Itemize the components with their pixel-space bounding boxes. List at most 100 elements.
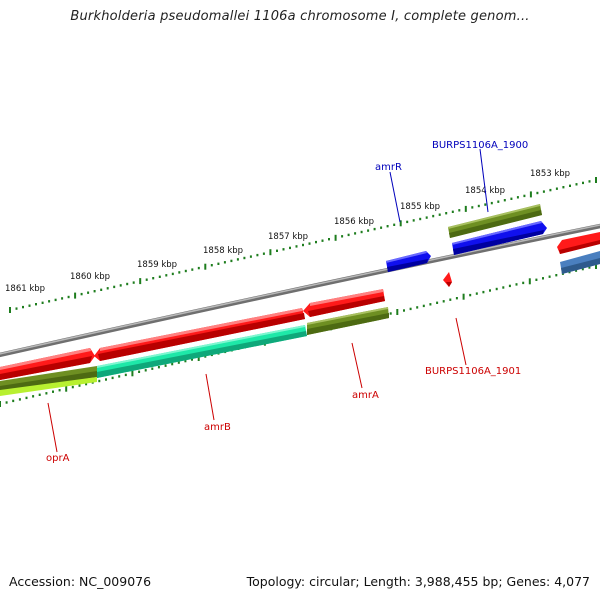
bottom-scale-minor-tick bbox=[442, 300, 445, 303]
top-scale-minor-tick bbox=[262, 252, 265, 255]
callout-amrB bbox=[205, 373, 215, 421]
top-scale-major-tick bbox=[139, 278, 142, 285]
gene-oprA[interactable] bbox=[0, 348, 95, 380]
gene-label-amrB[interactable]: amrB bbox=[204, 422, 231, 433]
top-scale-minor-tick bbox=[41, 301, 44, 304]
gene-amrR[interactable] bbox=[386, 251, 431, 272]
bottom-scale-minor-tick bbox=[575, 269, 578, 272]
top-scale-minor-tick bbox=[477, 204, 480, 208]
top-scale-major-tick bbox=[595, 177, 597, 183]
backbone-arc-highlight bbox=[0, 224, 600, 355]
top-scale-minor-tick bbox=[445, 212, 448, 215]
top-scale-major-tick bbox=[74, 292, 77, 299]
bottom-scale-minor-tick bbox=[469, 293, 472, 297]
top-scale-minor-tick bbox=[106, 287, 109, 290]
bottom-scale-minor-tick bbox=[71, 385, 74, 389]
gene-label-burps1901[interactable]: BURPS1106A_1901 bbox=[425, 366, 521, 377]
gene-BURPS1106A_1900[interactable] bbox=[452, 221, 547, 255]
top-scale-minor-tick bbox=[276, 249, 278, 252]
top-scale-minor-tick bbox=[367, 229, 370, 232]
scale-label-1856: 1856 kbp bbox=[334, 217, 374, 227]
page-title: Burkholderia pseudomallei 1106a chromoso… bbox=[70, 9, 530, 24]
bottom-scale-minor-tick bbox=[522, 281, 525, 285]
top-scale-minor-tick bbox=[555, 187, 558, 190]
gene-amrB-band[interactable] bbox=[97, 325, 307, 378]
bottom-scale-minor-tick bbox=[124, 373, 127, 377]
gene-label-amrR[interactable]: amrR bbox=[375, 162, 402, 173]
gene-amrB[interactable] bbox=[94, 308, 305, 361]
bottom-scale-minor-tick bbox=[535, 278, 538, 281]
bottom-scale-minor-tick bbox=[489, 289, 491, 292]
top-scale-minor-tick bbox=[484, 203, 487, 206]
bottom-scale-minor-tick bbox=[581, 267, 584, 271]
top-scale-minor-tick bbox=[438, 213, 441, 216]
top-scale-minor-tick bbox=[165, 274, 168, 277]
top-scale-minor-tick bbox=[243, 256, 246, 260]
bottom-scale-minor-tick bbox=[542, 277, 544, 280]
bottom-scale-minor-tick bbox=[171, 362, 174, 366]
gene-amrA[interactable] bbox=[303, 289, 385, 317]
top-scale-minor-tick bbox=[490, 201, 493, 205]
top-scale-minor-tick bbox=[471, 206, 474, 209]
bottom-scale-major-tick bbox=[197, 355, 200, 361]
bottom-scale-minor-tick bbox=[495, 287, 498, 291]
gene-right-red[interactable] bbox=[557, 232, 600, 254]
bottom-scale-minor-tick bbox=[475, 292, 478, 295]
bottom-scale-minor-tick bbox=[204, 355, 207, 358]
gene-right-steel[interactable] bbox=[560, 251, 600, 274]
bottom-scale-minor-tick bbox=[416, 306, 419, 309]
bottom-scale-minor-tick bbox=[588, 266, 591, 269]
top-scale-minor-tick bbox=[67, 295, 70, 299]
scale-label-1861: 1861 kbp bbox=[5, 284, 45, 294]
bottom-scale-minor-tick bbox=[144, 369, 147, 372]
top-scale-minor-tick bbox=[516, 196, 519, 199]
bottom-scale-major-tick bbox=[131, 370, 134, 377]
bottom-scale-minor-tick bbox=[422, 304, 425, 308]
scale-label-1860: 1860 kbp bbox=[70, 272, 110, 282]
top-scale-major-tick bbox=[529, 191, 532, 198]
top-scale-minor-tick bbox=[145, 278, 148, 281]
bottom-scale-minor-tick bbox=[389, 312, 392, 315]
bottom-scale-minor-tick bbox=[25, 396, 28, 400]
gene-label-amrA[interactable]: amrA bbox=[352, 390, 379, 401]
bottom-scale-minor-tick bbox=[515, 283, 518, 286]
top-scale-minor-tick bbox=[230, 259, 233, 263]
gene-label-burps1900[interactable]: BURPS1106A_1900 bbox=[432, 140, 528, 151]
top-scale-minor-tick bbox=[328, 238, 330, 241]
top-scale-minor-tick bbox=[308, 242, 311, 245]
gene-amrA-band[interactable] bbox=[307, 307, 389, 335]
top-scale-minor-tick bbox=[35, 303, 37, 306]
top-scale-minor-tick bbox=[48, 300, 51, 303]
top-scale-minor-tick bbox=[126, 282, 129, 286]
top-scale-minor-tick bbox=[80, 292, 83, 296]
top-scale-minor-tick bbox=[412, 219, 415, 222]
top-scale-major-tick bbox=[204, 263, 207, 270]
bottom-scale-minor-tick bbox=[105, 378, 107, 381]
top-scale-minor-tick bbox=[523, 194, 526, 198]
scale-label-1859: 1859 kbp bbox=[137, 260, 177, 270]
bottom-scale-major-tick bbox=[0, 401, 1, 407]
top-scale-minor-tick bbox=[386, 225, 389, 228]
top-scale-minor-tick bbox=[503, 199, 506, 202]
bottom-scale-minor-tick bbox=[436, 301, 439, 304]
top-scale-major-tick bbox=[464, 205, 467, 212]
gene-oprA-band-2[interactable] bbox=[0, 377, 97, 396]
bottom-scale-minor-tick bbox=[118, 375, 121, 378]
bottom-scale-minor-tick bbox=[58, 389, 61, 392]
scale-label-1853: 1853 kbp bbox=[530, 169, 570, 179]
gene-BURPS1106A_1901[interactable] bbox=[443, 272, 452, 287]
top-scale-major-tick bbox=[399, 220, 402, 227]
bottom-scale-minor-tick bbox=[138, 370, 141, 373]
genome-summary-text: Topology: circular; Length: 3,988,455 bp… bbox=[246, 574, 590, 589]
gene-label-oprA[interactable]: oprA bbox=[46, 453, 70, 464]
gene-BURPS1106A_1900-band[interactable] bbox=[448, 204, 542, 238]
top-scale-minor-tick bbox=[425, 216, 428, 219]
top-scale-minor-tick bbox=[536, 191, 539, 195]
top-scale-minor-tick bbox=[152, 277, 155, 280]
bottom-scale-major-tick bbox=[462, 293, 465, 300]
top-scale-minor-tick bbox=[184, 269, 187, 273]
top-scale-minor-tick bbox=[341, 235, 344, 238]
bottom-scale-major-tick bbox=[65, 385, 68, 392]
